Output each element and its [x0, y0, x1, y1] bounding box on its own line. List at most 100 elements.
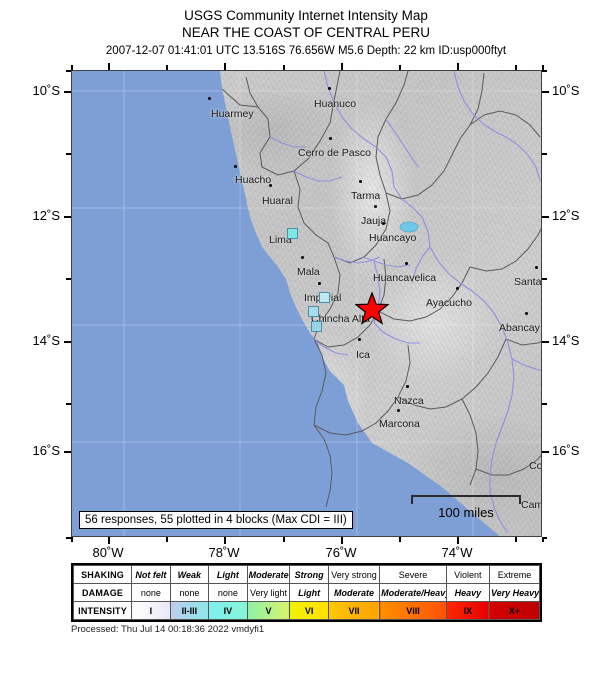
lat-axis-label: 16˚S [552, 443, 580, 458]
legend-shaking-cell: Weak [169, 565, 210, 584]
lon-tick [108, 63, 110, 70]
legend-row: INTENSITY I II-III IV V VI VII VIII IX X+ [72, 601, 541, 620]
lat-tick [64, 341, 71, 343]
lat-minor-tick [542, 537, 547, 539]
city-label: Mala [297, 266, 320, 278]
city-label: Corre [529, 460, 542, 472]
lon-tick [224, 63, 226, 70]
legend-damage-cell: Very Heavy [488, 583, 541, 602]
lon-tick [457, 63, 459, 70]
legend-intensity-cell: II-III [169, 601, 210, 620]
lat-axis-label: 12˚S [552, 208, 580, 223]
legend-table: SHAKING Not felt Weak Light Moderate Strong Ve… [72, 565, 541, 620]
lon-tick [457, 537, 459, 544]
cdi-response-block[interactable] [287, 228, 298, 239]
city-dot [358, 338, 361, 341]
lake-junin [399, 221, 419, 233]
legend-row: SHAKING Not felt Weak Light Moderate Strong Ve… [72, 565, 541, 584]
admin-borders [221, 71, 541, 508]
lat-minor-tick [66, 70, 71, 72]
lat-axis-label: 12˚S [32, 208, 60, 223]
city-label: Lima [269, 234, 292, 246]
lat-tick [64, 216, 71, 218]
lon-minor-tick [283, 65, 285, 70]
lat-axis-label: 14˚S [32, 333, 60, 348]
scale-bar: 100 miles [411, 495, 521, 520]
lon-minor-tick [542, 537, 544, 542]
lat-tick [64, 451, 71, 453]
lon-minor-tick [399, 537, 401, 542]
legend-intensity-cell: X+ [488, 601, 541, 620]
lon-axis-label: 78˚W [208, 545, 240, 560]
city-label: Huaral [262, 195, 293, 207]
cdi-response-block[interactable] [311, 321, 322, 332]
city-label: Nazca [394, 395, 424, 407]
cdi-response-block[interactable] [319, 292, 330, 303]
lat-axis-label: 16˚S [32, 443, 60, 458]
lat-minor-tick [66, 153, 71, 155]
lat-tick [542, 341, 549, 343]
region-title: NEAR THE COAST OF CENTRAL PERU [181, 25, 431, 40]
graticule [72, 71, 541, 536]
city-label: Huanuco [314, 98, 357, 110]
city-label: Chincha Alta [311, 313, 370, 325]
legend-damage-cell: Heavy [445, 583, 490, 602]
lat-minor-tick [542, 403, 547, 405]
lat-axis-label: 10˚S [32, 83, 60, 98]
legend-row: DAMAGE none none none Very light Light Moderat… [72, 583, 541, 602]
legend-intensity-cell: VI [289, 601, 329, 620]
lat-tick [542, 91, 549, 93]
event-parameters: 2007-12-07 01:41:01 UTC 13.516S 76.656W … [105, 45, 507, 57]
city-label: Jauja [361, 215, 387, 227]
lat-minor-tick [66, 278, 71, 280]
lon-minor-tick [399, 65, 401, 70]
city-dot [301, 256, 304, 259]
cdi-response-block[interactable] [308, 306, 319, 317]
legend-shaking-cell: Moderate [246, 565, 291, 584]
lat-axis-label: 10˚S [552, 83, 580, 98]
lon-minor-tick [166, 537, 168, 542]
legend-shaking-cell: Strong [289, 565, 329, 584]
legend-intensity-cell: IV [208, 601, 248, 620]
title-block: USGS Community Internet Intensity Map NE… [0, 0, 612, 59]
lon-minor-tick [71, 65, 73, 70]
lat-minor-tick [542, 278, 547, 280]
scale-bracket [411, 495, 521, 504]
city-label: Santa [514, 276, 542, 288]
lon-tick [108, 537, 110, 544]
city-label: Camana [521, 499, 542, 511]
city-label: Cerro de Pasco [298, 147, 371, 159]
lon-minor-tick [71, 537, 73, 542]
lon-tick [341, 537, 343, 544]
lon-axis-label: 80˚W [92, 545, 124, 560]
lon-tick [341, 63, 343, 70]
city-dot [382, 222, 385, 225]
lat-axis-label: 14˚S [552, 333, 580, 348]
legend-intensity-cell: VII [327, 601, 381, 620]
intensity-map[interactable]: Huarmey Huanuco Cerro de Pasco Huacho Huaral… [71, 70, 542, 537]
lat-tick [542, 451, 549, 453]
city-dot [535, 266, 538, 269]
city-dot [374, 205, 377, 208]
lon-minor-tick [542, 65, 544, 70]
city-label: Huancavelica [373, 272, 437, 284]
lat-minor-tick [542, 153, 547, 155]
city-dot [359, 180, 362, 183]
legend-intensity-cell: IX [445, 601, 490, 620]
response-summary-box: 56 responses, 55 plotted in 4 blocks (Ma… [79, 511, 353, 529]
legend-shaking-cell: Extreme [488, 565, 541, 584]
legend-shaking-cell: Not felt [131, 565, 171, 584]
lon-minor-tick [515, 537, 517, 542]
city-dot [208, 97, 211, 100]
city-label: Huarmey [211, 108, 254, 120]
city-dot [525, 312, 528, 315]
epicenter-star-icon [355, 292, 389, 325]
legend-shaking-cell: Very strong [327, 565, 381, 584]
legend-shaking-cell: Severe [379, 565, 447, 584]
legend-intensity-cell: V [246, 601, 291, 620]
legend-damage-cell: none [208, 583, 248, 602]
intensity-legend: SHAKING Not felt Weak Light Moderate Strong Ve… [71, 563, 542, 622]
legend-intensity-cell: I [131, 601, 171, 620]
lat-tick [64, 91, 71, 93]
city-label: Tarma [351, 190, 381, 202]
